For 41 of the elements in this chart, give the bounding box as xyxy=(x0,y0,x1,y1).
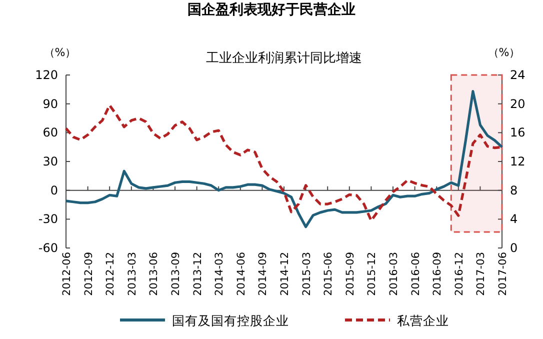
x-tick-label: 2017-03 xyxy=(475,252,488,296)
y-axis-title: （%） xyxy=(44,46,76,59)
x-tick-label: 2012-12 xyxy=(104,252,117,296)
y2-tick-label: 8 xyxy=(510,183,518,198)
y2-tick-label: 0 xyxy=(510,241,518,255)
y2-tick-label: 4 xyxy=(510,212,518,226)
x-tick-label: 2016-09 xyxy=(432,252,444,296)
x-tick-label: 2013-09 xyxy=(170,252,182,296)
y2-tick-label: 24 xyxy=(510,68,526,82)
y2-tick-label: 16 xyxy=(510,126,526,140)
x-tick-label: 2013-03 xyxy=(126,252,138,296)
x-tick-label: 2015-09 xyxy=(344,252,356,296)
chart-subtitle: 工业企业利润累计同比增速 xyxy=(206,51,362,66)
x-tick-label: 2016-12 xyxy=(453,252,466,296)
x-tick-label: 2017-06 xyxy=(497,252,509,296)
y-tick-label: -30 xyxy=(38,212,58,226)
y2-tick-label: 20 xyxy=(510,96,526,111)
x-tick-label: 2015-06 xyxy=(322,252,335,296)
x-tick-label: 2013-06 xyxy=(148,252,160,296)
x-tick-label: 2016-03 xyxy=(388,252,400,296)
x-tick-label: 2015-12 xyxy=(366,252,378,296)
y-tick-label: 60 xyxy=(42,126,58,140)
y2-tick-label: 12 xyxy=(510,154,526,168)
x-tick-label: 2012-09 xyxy=(82,252,95,296)
legend-label: 国有及国有控股企业 xyxy=(172,313,289,328)
legend-label: 私营企业 xyxy=(397,313,449,328)
x-tick-label: 2014-03 xyxy=(214,252,226,296)
y2-axis-title: （%） xyxy=(488,46,520,59)
y-tick-label: 0 xyxy=(50,183,58,198)
y-tick-label: -60 xyxy=(38,241,58,255)
chart-title: 国企盈利表现好于民营企业 xyxy=(188,2,356,18)
y-tick-label: 120 xyxy=(35,68,58,82)
x-tick-label: 2012-06 xyxy=(61,252,73,296)
y-tick-label: 30 xyxy=(42,154,58,168)
x-tick-label: 2014-12 xyxy=(279,252,291,296)
y-tick-label: 90 xyxy=(42,96,58,111)
x-tick-label: 2015-03 xyxy=(300,252,313,296)
x-tick-label: 2014-06 xyxy=(235,252,248,296)
x-tick-label: 2014-09 xyxy=(257,252,270,296)
x-tick-label: 2016-06 xyxy=(410,252,422,296)
x-tick-label: 2013-12 xyxy=(192,252,204,296)
